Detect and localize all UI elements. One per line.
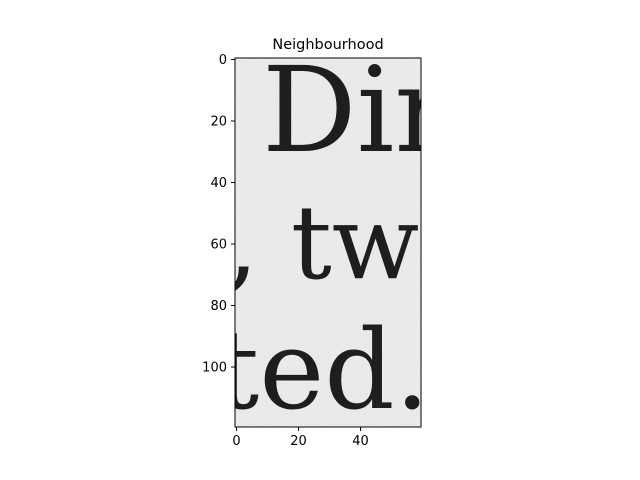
y-tick-label: 40 [210, 176, 227, 191]
y-tick-label: 100 [202, 361, 227, 376]
y-axis: 0 20 40 60 80 100 [202, 53, 235, 376]
scanned-text-line-3: ted. [215, 306, 430, 434]
y-tick-label: 20 [210, 115, 227, 130]
image-plot-area: Dir , tw ted. [215, 41, 451, 434]
x-axis: 0 20 40 [232, 427, 369, 449]
x-tick-label: 20 [290, 434, 307, 449]
y-tick-label: 80 [210, 299, 227, 314]
plot-frame [234, 57, 422, 428]
y-tick-label: 0 [219, 53, 227, 68]
x-tick-label: 0 [232, 434, 240, 449]
x-tick-label: 40 [352, 434, 369, 449]
chart-title: Neighbourhood [272, 37, 383, 53]
y-tick-label: 60 [210, 238, 227, 253]
scanned-text-line-2: , tw [226, 184, 419, 303]
scanned-text-line-1: Dir [262, 41, 451, 179]
paper-texture [235, 58, 421, 427]
